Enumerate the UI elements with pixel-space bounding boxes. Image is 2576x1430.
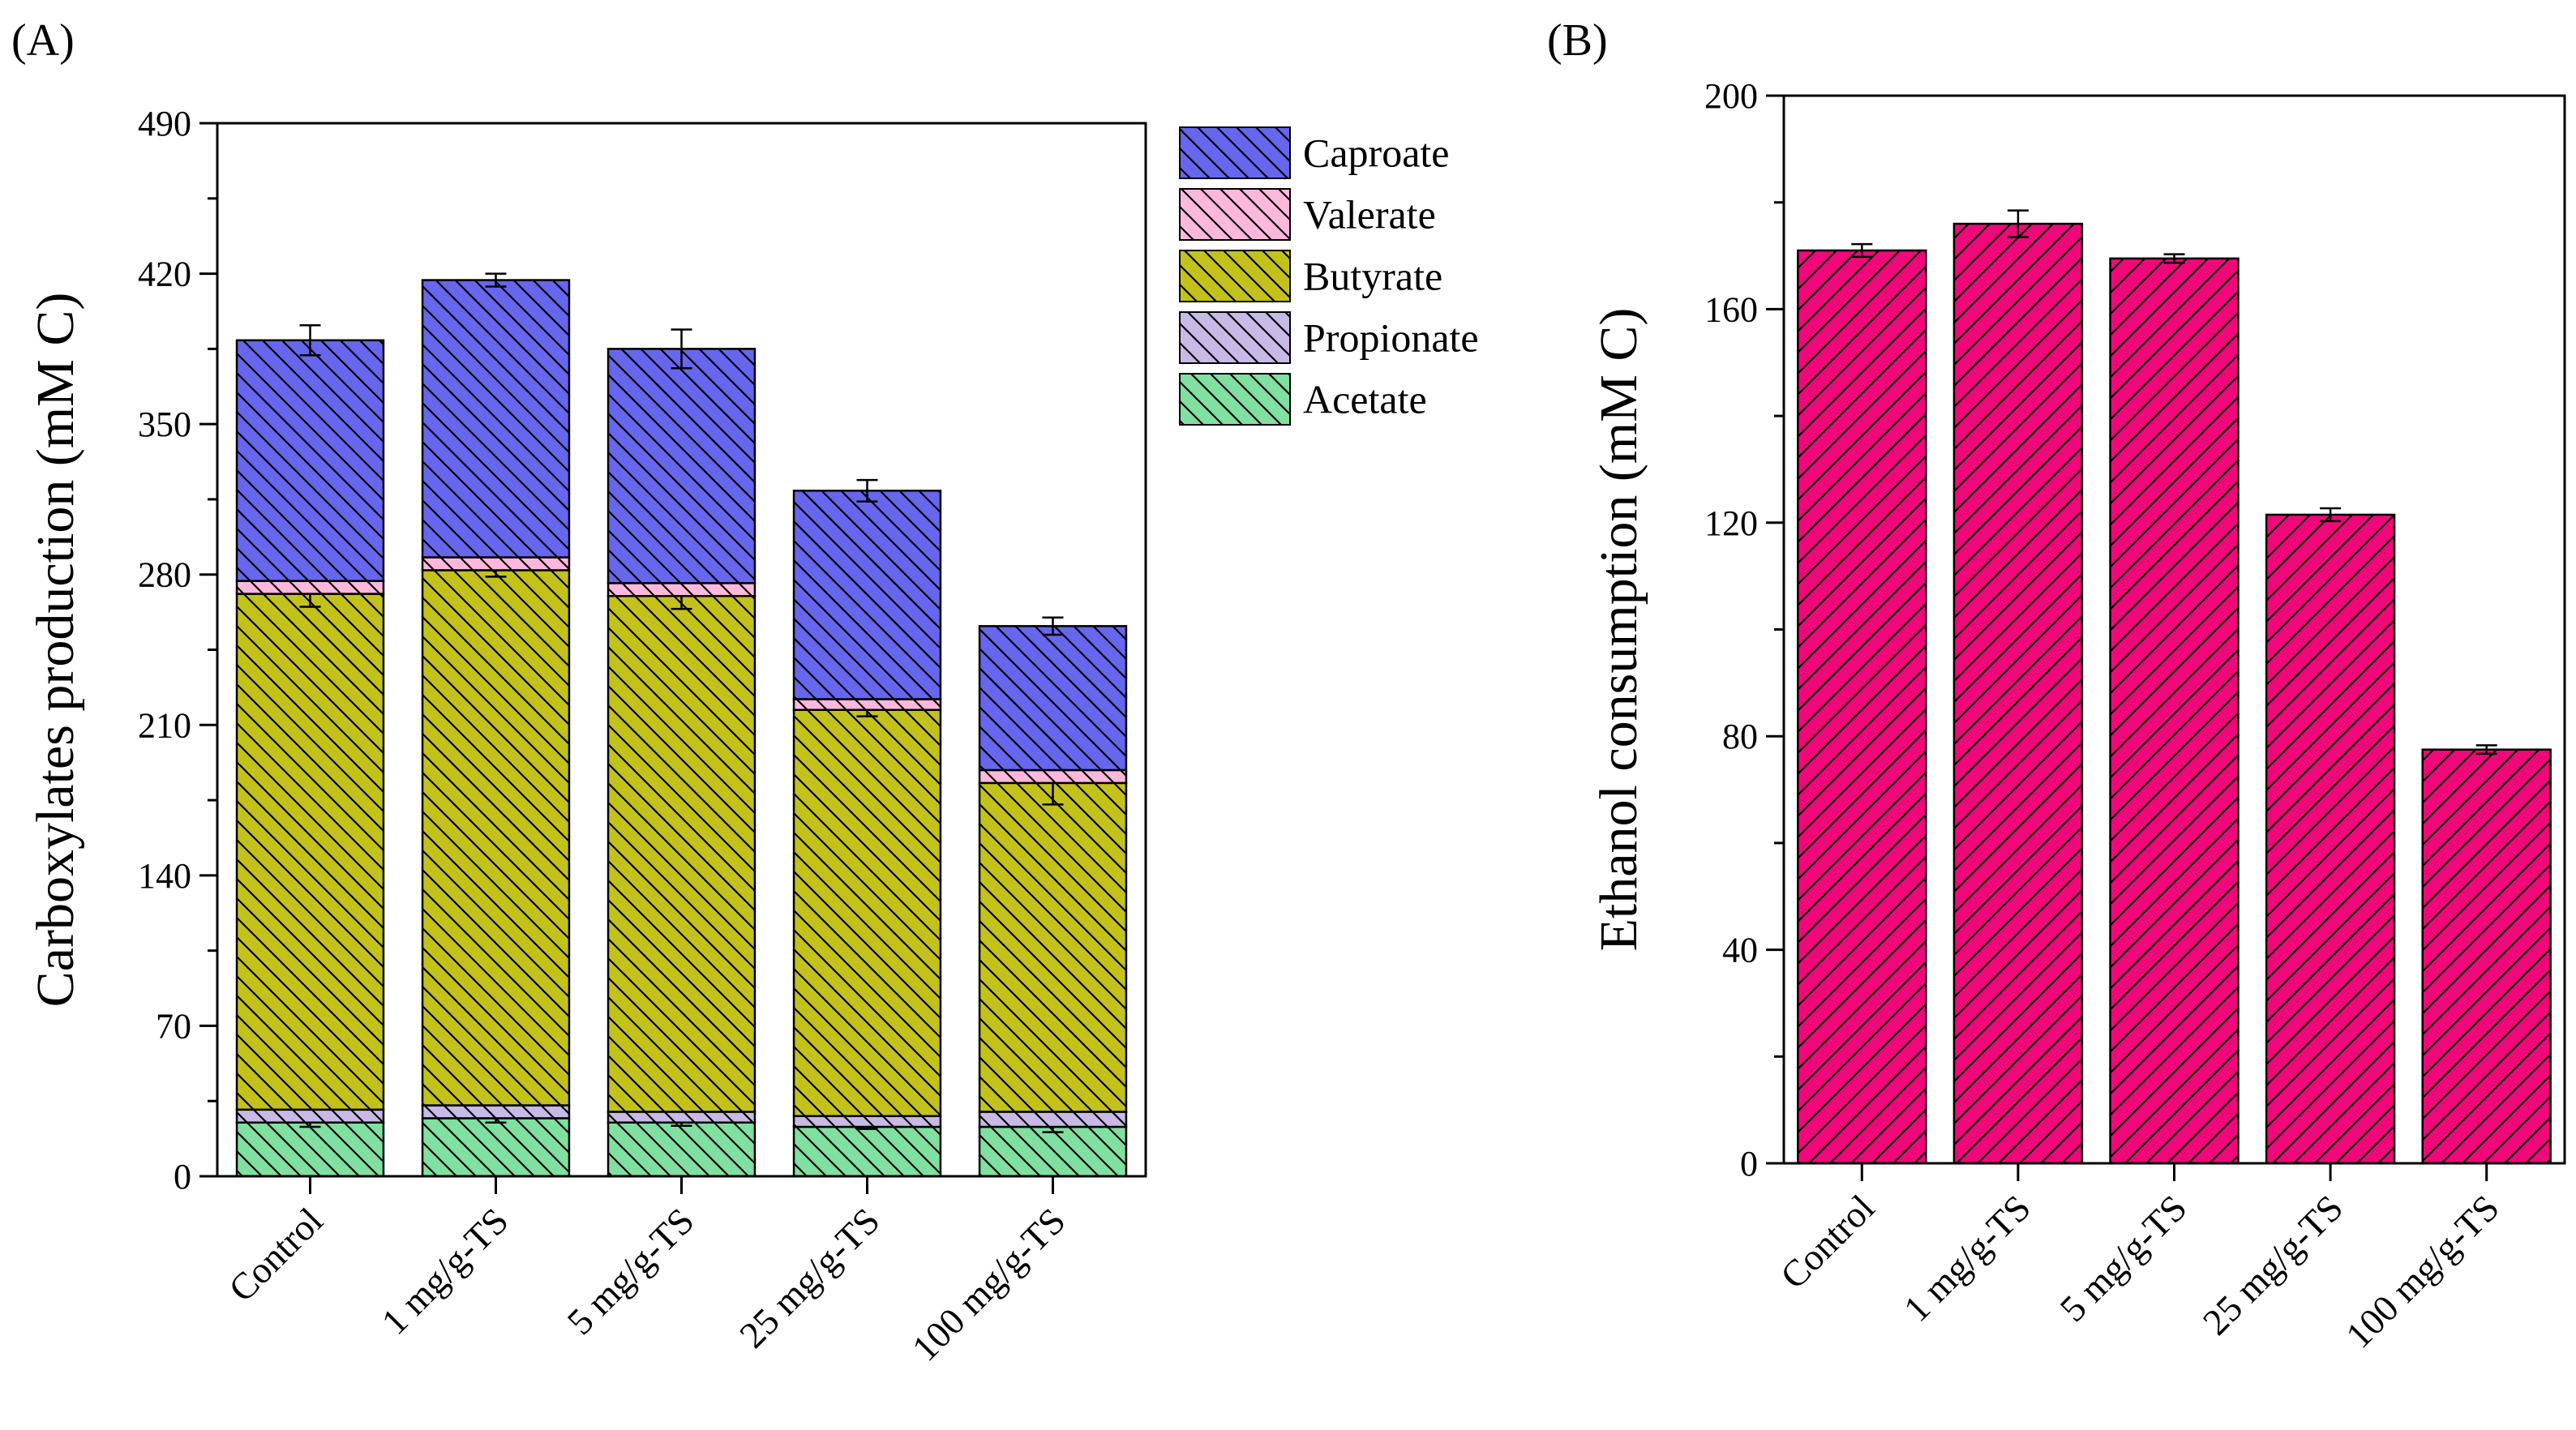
y-tick-label: 210: [138, 705, 191, 745]
bar-acetate-hatch: [978, 1125, 1128, 1178]
y-tick-label: 160: [1704, 289, 1758, 329]
bar-caproate-hatch: [792, 490, 942, 700]
legend-swatch-hatch-caproate: [1179, 126, 1291, 179]
chart-a: Carboxylates production (mM C) Caproate V…: [26, 104, 1479, 1369]
chart-b: Ethanol consumption (mM C) 0 40 80 120 160 20…: [1589, 76, 2566, 1356]
legend-label-valerate: Valerate: [1303, 192, 1436, 238]
bar-caproate-hatch: [606, 348, 757, 584]
bar-valerate-hatch: [606, 582, 757, 597]
y-tick-label: 40: [1722, 931, 1758, 970]
y-tick-label: 80: [1722, 717, 1758, 756]
y-axis-label: Carboxylates production (mM C): [26, 293, 85, 1008]
y-tick-label: 280: [138, 555, 191, 595]
bar-acetate-hatch: [235, 1121, 385, 1178]
legend-swatch-hatch-valerate: [1179, 188, 1291, 241]
bar-propionate-hatch: [792, 1115, 942, 1128]
bar-ethanol-consumption-hatch: [1797, 249, 1927, 1165]
panel-label-b: (B): [1547, 15, 1608, 66]
bar-valerate-hatch: [235, 580, 385, 595]
bar-butyrate-hatch: [606, 594, 757, 1113]
bar-valerate-hatch: [978, 769, 1128, 785]
y-axis-label: Ethanol consumption (mM C): [1589, 308, 1648, 952]
bar-propionate-hatch: [421, 1104, 571, 1120]
y-tick-label: 490: [138, 104, 191, 143]
y-tick-label: 120: [1704, 503, 1758, 543]
bar-caproate-hatch: [235, 339, 385, 582]
bar-ethanol-consumption-hatch: [2265, 513, 2396, 1165]
y-tick-label: 350: [138, 405, 191, 444]
x-tick-label: 5 mg/g-TS: [559, 1200, 701, 1342]
bar-acetate-hatch: [421, 1117, 571, 1178]
bar-butyrate-hatch: [235, 593, 385, 1111]
bar-acetate-hatch: [606, 1121, 757, 1178]
legend-label-propionate: Propionate: [1303, 315, 1479, 361]
legend-swatch-hatch-butyrate: [1179, 250, 1291, 302]
legend-swatch-hatch-propionate: [1179, 311, 1291, 364]
x-tick-label: 100 mg/g-TS: [2338, 1187, 2507, 1356]
x-tick-label: 5 mg/g-TS: [2051, 1187, 2194, 1329]
bar-caproate-hatch: [978, 625, 1128, 772]
legend: Caproate Valerate Butyrate Propionate Acetat…: [1179, 126, 1479, 426]
bar-valerate-hatch: [421, 556, 571, 572]
y-tick-label: 0: [174, 1157, 191, 1197]
bar-butyrate-hatch: [792, 709, 942, 1118]
y-tick-label: 200: [1704, 76, 1758, 116]
y-tick-label: 0: [1740, 1144, 1758, 1184]
bar-ethanol-consumption-hatch: [2421, 748, 2552, 1165]
x-tick-label: 1 mg/g-TS: [1896, 1187, 2038, 1329]
x-tick-label: Control: [221, 1200, 330, 1309]
bar-butyrate-hatch: [421, 569, 571, 1107]
y-tick-label: 420: [138, 255, 191, 294]
bar-butyrate-hatch: [978, 781, 1128, 1113]
bar-propionate-hatch: [606, 1111, 757, 1124]
x-tick-label: 100 mg/g-TS: [904, 1200, 1074, 1369]
bar-valerate-hatch: [792, 698, 942, 711]
y-tick-label: 70: [156, 1006, 191, 1046]
bar-propionate-hatch: [978, 1111, 1128, 1128]
legend-label-acetate: Acetate: [1303, 377, 1427, 422]
legend-label-caproate: Caproate: [1303, 131, 1449, 176]
x-tick-label: 1 mg/g-TS: [373, 1200, 516, 1342]
legend-label-butyrate: Butyrate: [1303, 254, 1442, 299]
bar-propionate-hatch: [235, 1108, 385, 1124]
x-tick-label: 25 mg/g-TS: [2195, 1187, 2351, 1342]
bar-acetate-hatch: [792, 1125, 942, 1178]
legend-swatch-hatch-acetate: [1179, 373, 1291, 426]
panel-label-a: (A): [11, 15, 75, 66]
bar-caproate-hatch: [421, 279, 571, 559]
bar-ethanol-consumption-hatch: [2109, 257, 2240, 1165]
x-tick-label: 25 mg/g-TS: [731, 1200, 887, 1355]
x-tick-label: Control: [1772, 1187, 1882, 1296]
y-tick-label: 140: [138, 856, 191, 896]
bar-ethanol-consumption-hatch: [1952, 222, 2084, 1165]
